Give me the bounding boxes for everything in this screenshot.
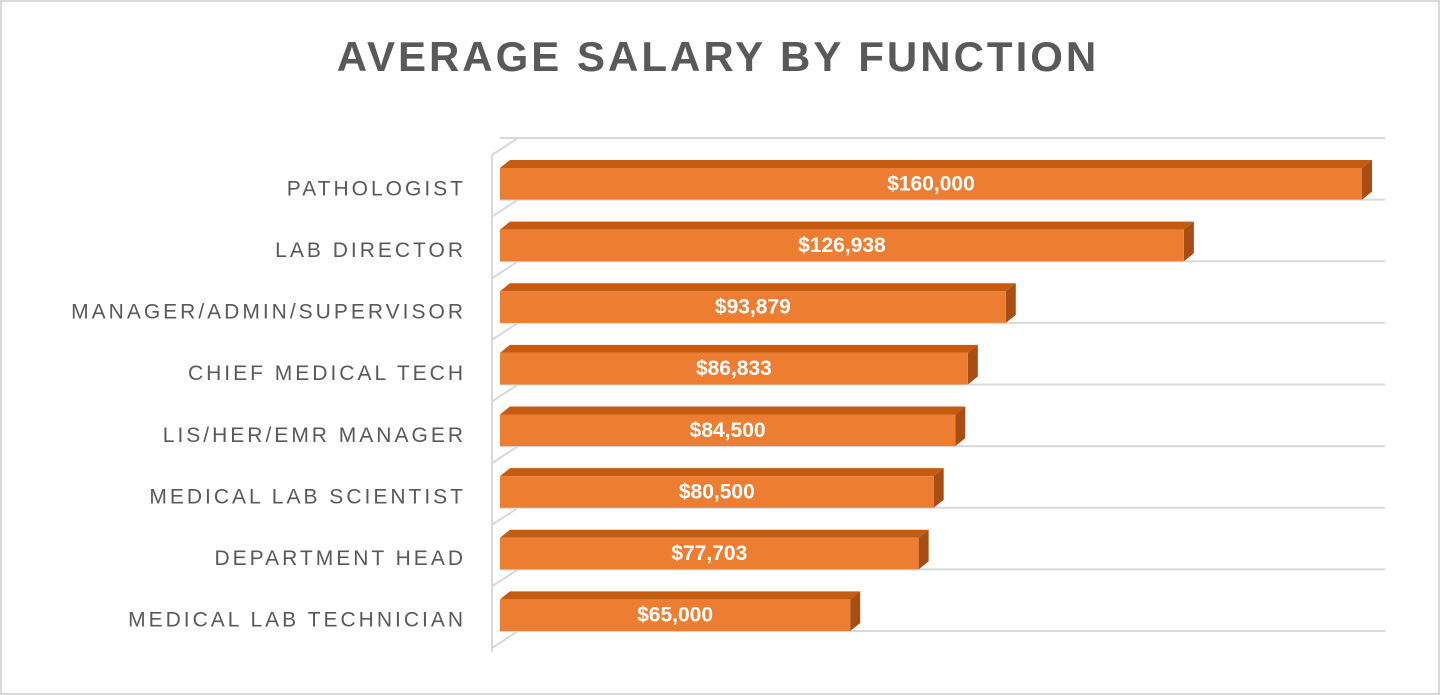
y-tick-label: PATHOLOGIST bbox=[287, 177, 466, 200]
bar-top bbox=[500, 406, 966, 415]
y-tick-label: LIS/HER/EMR MANAGER bbox=[163, 424, 466, 447]
grid-line bbox=[491, 630, 519, 649]
bar-side bbox=[850, 591, 861, 631]
chart-title: AVERAGE SALARY BY FUNCTION bbox=[337, 33, 1100, 80]
bar bbox=[500, 352, 968, 385]
grid-line bbox=[491, 137, 519, 156]
data-label: $126,938 bbox=[798, 234, 886, 257]
bar bbox=[500, 414, 956, 447]
y-tick-label: MEDICAL LAB SCIENTIST bbox=[149, 485, 466, 508]
grid-line bbox=[491, 445, 519, 464]
bar bbox=[500, 291, 1006, 323]
bar-side bbox=[933, 468, 944, 508]
y-tick-label: CHIEF MEDICAL TECH bbox=[188, 362, 466, 385]
y-tick-label: MANAGER/ADMIN/SUPERVISOR bbox=[71, 301, 466, 324]
data-label: $86,833 bbox=[696, 357, 772, 380]
data-label: $77,703 bbox=[671, 542, 747, 565]
data-label: $93,879 bbox=[715, 296, 791, 319]
data-label: $160,000 bbox=[887, 172, 975, 195]
bar-side bbox=[1362, 160, 1372, 200]
y-tick-label: MEDICAL LAB TECHNICIAN bbox=[128, 609, 466, 632]
bar-side bbox=[1005, 283, 1016, 323]
grid-line bbox=[491, 568, 519, 588]
y-tick-label: DEPARTMENT HEAD bbox=[214, 547, 466, 570]
bar-side bbox=[967, 344, 978, 385]
bar bbox=[500, 168, 1362, 200]
grid-line bbox=[491, 260, 519, 280]
bar-side bbox=[1183, 221, 1194, 262]
bar bbox=[500, 229, 1184, 262]
bar-top bbox=[500, 468, 944, 477]
data-label: $84,500 bbox=[690, 419, 766, 442]
bar-top bbox=[500, 221, 1194, 230]
bar-top bbox=[500, 529, 929, 538]
bar bbox=[500, 599, 851, 631]
bar-top bbox=[500, 160, 1372, 168]
grid-line bbox=[491, 506, 519, 526]
bar-side bbox=[955, 406, 966, 447]
grid-line bbox=[491, 198, 519, 218]
bar-side bbox=[918, 529, 929, 570]
grid-line bbox=[491, 322, 519, 341]
bar-top bbox=[500, 591, 861, 600]
bar bbox=[500, 476, 934, 508]
data-label: $65,000 bbox=[637, 604, 713, 627]
bar-top bbox=[500, 283, 1016, 292]
grid-line bbox=[491, 383, 519, 403]
y-tick-label: LAB DIRECTOR bbox=[275, 239, 466, 262]
bar-top bbox=[500, 344, 978, 353]
data-label: $80,500 bbox=[679, 480, 755, 503]
bar bbox=[500, 537, 919, 570]
